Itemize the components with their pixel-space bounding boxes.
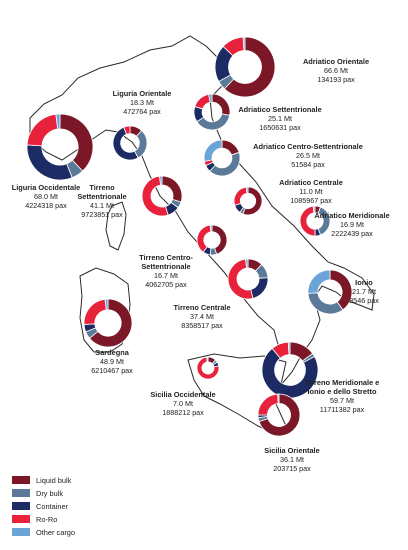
legend-label: Dry bulk	[36, 488, 64, 498]
donut-liguria-orientale	[112, 125, 148, 161]
donut-slice-other-cargo	[245, 258, 249, 269]
label-liguria-occidentale: Liguria Occidentale 68.0 Mt 4224318 pax	[11, 183, 81, 210]
legend-label: Container	[36, 501, 69, 511]
donut-slice-container	[112, 126, 139, 161]
donut-slice-liquid-bulk	[223, 36, 276, 98]
donut-adriatico-meridionale	[299, 205, 331, 237]
label-tirreno-meridionale: Tirreno Meridionale e Ionio e dello Stret…	[304, 378, 380, 414]
legend-swatch-container	[12, 502, 30, 510]
donut-ionio	[307, 269, 353, 315]
label-adriatico-centro-settentrionale: Adriatico Centro-Settentrionale 26.5 Mt 51…	[253, 142, 363, 169]
donut-slice-other-cargo	[55, 113, 61, 130]
legend-label: Liquid bulk	[36, 475, 72, 485]
donut-slice-ro-ro	[196, 356, 220, 380]
corsica-outline	[105, 201, 127, 251]
donut-adriatico-orientale	[214, 36, 276, 98]
donut-slice-other-cargo	[159, 175, 163, 186]
donut-adriatico-centro-settentrionale	[203, 139, 241, 177]
donut-slice-liquid-bulk	[258, 393, 301, 437]
donut-tirreno-settentrionale	[141, 175, 183, 217]
donut-tirreno-meridionale-e-ionio-e-dello-stretto	[261, 341, 319, 399]
donut-slice-other-cargo	[209, 224, 213, 233]
label-ionio: Ionio 21.7 Mt 8546 pax	[349, 278, 379, 305]
label-sicilia-orientale: Sicilia Orientale 36.1 Mt 203715 pax	[264, 446, 320, 473]
label-sardegna: Sardegna 48.9 Mt 6210467 pax	[91, 348, 133, 375]
donut-tirreno-centro-settentrionale	[196, 224, 228, 256]
legend-item-ro-ro: Ro-Ro	[12, 513, 75, 525]
donut-slice-other-cargo	[287, 341, 291, 356]
donut-slice-other-cargo	[206, 356, 209, 363]
legend-item-dry-bulk: Dry bulk	[12, 487, 75, 499]
legend-item-container: Container	[12, 500, 75, 512]
donut-slice-ro-ro	[123, 125, 131, 135]
donut-slice-other-cargo	[307, 269, 331, 294]
donut-sicilia-orientale	[257, 393, 301, 437]
donut-adriatico-centrale	[233, 186, 263, 216]
donut-charts-layer	[26, 36, 353, 437]
legend-item-liquid-bulk: Liquid bulk	[12, 474, 75, 486]
legend: Liquid bulk Dry bulk Container Ro-Ro Oth…	[12, 474, 75, 539]
donut-slice-other-cargo	[277, 393, 280, 404]
label-liguria-orientale: Liguria Orientale 18.3 Mt 472764 pax	[112, 89, 172, 116]
label-tirreno-settentrionale: Tirreno Settentrionale 41.1 Mt 9723851 pax	[77, 183, 127, 219]
donut-sicilia-occidentale	[196, 356, 220, 380]
legend-item-other-cargo: Other cargo	[12, 526, 75, 538]
legend-swatch-liquid-bulk	[12, 476, 30, 484]
label-adriatico-meridionale: Adriatico Meridionale 16.9 Mt 2222439 pax	[314, 211, 390, 238]
label-tirreno-centrale: Tirreno Centrale 37.4 Mt 8358517 pax	[173, 303, 231, 330]
legend-label: Other cargo	[36, 527, 76, 537]
donut-adriatico-settentrionale	[193, 93, 231, 131]
donut-slice-other-cargo	[312, 205, 316, 214]
legend-swatch-ro-ro	[12, 515, 30, 523]
donut-slice-other-cargo	[203, 139, 223, 162]
donut-slice-other-cargo	[104, 298, 109, 311]
donut-slice-other-cargo	[242, 36, 246, 51]
label-adriatico-orientale: Adriatico Orientale 66.6 Mt 134193 pax	[302, 57, 370, 84]
donut-slice-liquid-bulk	[211, 93, 231, 116]
donut-slice-ro-ro	[299, 205, 316, 237]
donut-sardegna	[83, 298, 133, 348]
donut-slice-container	[261, 347, 319, 399]
label-sicilia-occidentale: Sicilia Occidentale 7.0 Mt 1888212 pax	[150, 390, 216, 417]
italy-mainland-outline	[29, 35, 375, 387]
donut-slice-other-cargo	[208, 93, 213, 103]
legend-label: Ro-Ro	[36, 514, 58, 524]
label-adriatico-settentrionale: Adriatico Settentrionale 25.1 Mt 1650631 p…	[238, 105, 322, 132]
donut-slice-other-cargo	[245, 186, 249, 194]
donut-liguria-occidentale	[26, 113, 94, 181]
legend-swatch-dry-bulk	[12, 489, 30, 497]
label-adriatico-centrale: Adriatico Centrale 11.0 Mt 1085967 pax	[279, 178, 343, 205]
legend-swatch-other-cargo	[12, 528, 30, 536]
donut-slice-liquid-bulk	[88, 298, 133, 348]
label-tirreno-centro-settentrionale: Tirreno Centro- Settentrionale 16.7 Mt 4062…	[139, 253, 193, 289]
donut-tirreno-centrale	[227, 258, 269, 300]
